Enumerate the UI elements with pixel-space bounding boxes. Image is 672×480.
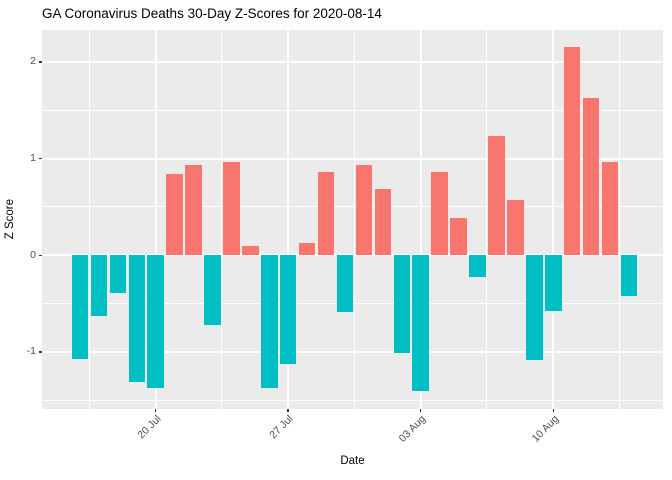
minor-gridline-y xyxy=(42,206,663,208)
bar xyxy=(450,217,467,256)
y-tick-mark xyxy=(39,254,42,257)
minor-gridline-x xyxy=(88,30,90,409)
x-tick-mark xyxy=(552,409,554,412)
y-tick-label: -1 xyxy=(26,345,36,358)
major-gridline-x xyxy=(154,30,157,409)
bar xyxy=(620,255,638,296)
bar xyxy=(355,165,373,256)
bar xyxy=(336,255,354,313)
bar xyxy=(601,162,619,256)
major-gridline-y xyxy=(42,60,663,63)
bar xyxy=(545,255,562,312)
bar xyxy=(526,255,543,360)
y-tick-label: 1 xyxy=(30,152,36,165)
y-tick-mark xyxy=(39,61,42,63)
y-tick-mark xyxy=(39,351,42,353)
bar xyxy=(374,188,392,256)
major-gridline-y xyxy=(42,350,663,353)
x-tick-label: 03 Aug xyxy=(396,413,429,445)
bar xyxy=(507,200,524,256)
bar xyxy=(469,255,486,277)
bar xyxy=(279,255,297,364)
bar xyxy=(488,136,505,256)
bar xyxy=(317,172,335,256)
major-gridline-y xyxy=(42,157,663,160)
y-tick-label: 2 xyxy=(30,55,36,68)
bar xyxy=(393,255,411,353)
minor-gridline-x xyxy=(221,30,223,409)
bar xyxy=(298,242,316,256)
bar xyxy=(261,255,278,388)
bar xyxy=(563,47,581,256)
bar xyxy=(431,172,448,256)
x-tick-label: 10 Aug xyxy=(529,413,561,445)
y-tick-label: 0 xyxy=(30,248,36,261)
x-tick-label: 27 Jul xyxy=(267,413,296,442)
y-tick-mark xyxy=(39,157,42,160)
plot-panel xyxy=(42,30,663,409)
bar xyxy=(242,245,259,256)
minor-gridline-x xyxy=(353,30,355,409)
bar xyxy=(71,255,89,359)
bar xyxy=(223,162,240,256)
minor-gridline-y xyxy=(42,109,663,111)
bar xyxy=(185,165,202,256)
minor-gridline-y xyxy=(42,399,663,401)
bar xyxy=(412,255,429,391)
bar xyxy=(166,174,183,256)
bar xyxy=(582,97,600,256)
bar xyxy=(147,255,164,388)
x-tick-mark xyxy=(287,409,289,412)
bar xyxy=(109,255,127,293)
x-tick-label: 20 Jul xyxy=(134,413,164,442)
bar xyxy=(128,255,146,382)
x-axis-title: Date xyxy=(340,455,365,467)
major-gridline-x xyxy=(419,30,422,409)
x-tick-mark xyxy=(154,409,157,412)
bar xyxy=(204,255,221,325)
x-tick-mark xyxy=(419,409,422,412)
bar xyxy=(90,255,108,317)
minor-gridline-x xyxy=(486,30,488,409)
y-axis-title-text: Z Score xyxy=(4,199,16,240)
major-gridline-x xyxy=(552,30,555,409)
chart-title: GA Coronavirus Deaths 30-Day Z-Scores fo… xyxy=(42,6,382,21)
major-gridline-x xyxy=(287,30,290,409)
minor-gridline-x xyxy=(619,30,620,409)
